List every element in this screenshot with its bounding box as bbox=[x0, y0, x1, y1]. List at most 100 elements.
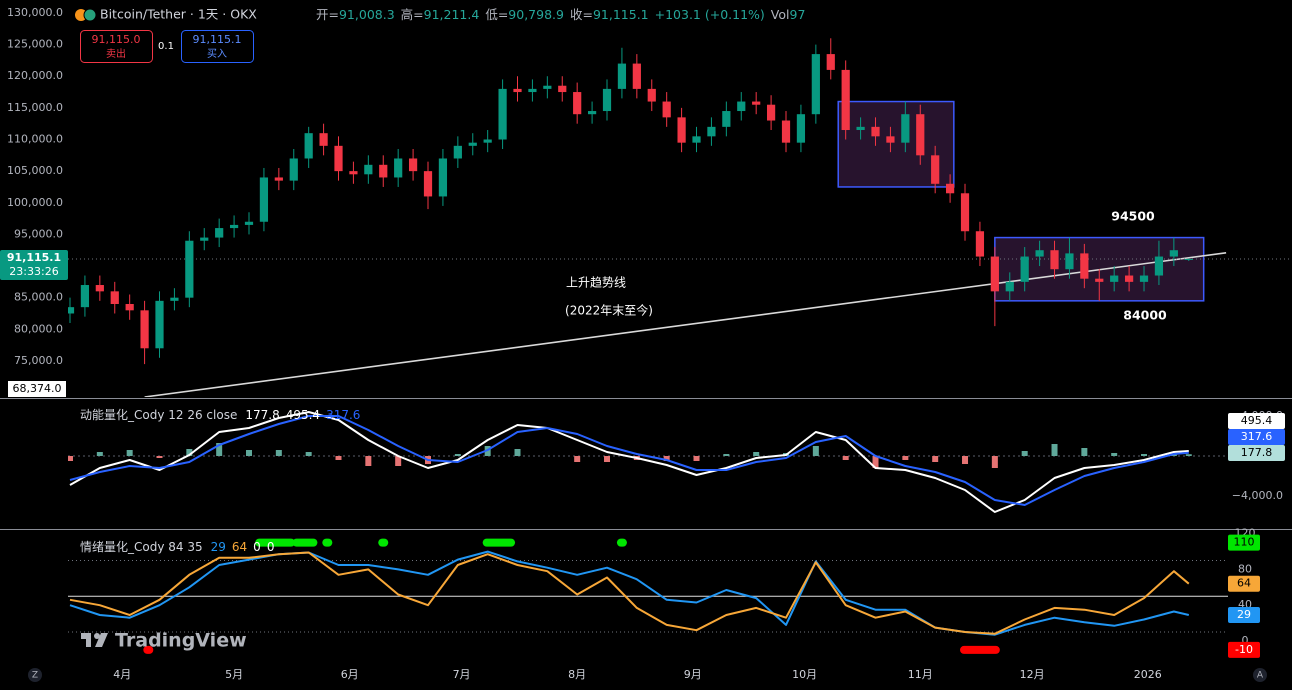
candle-body bbox=[95, 285, 104, 292]
candle-body bbox=[587, 111, 597, 115]
candle-body bbox=[990, 256, 999, 292]
sell-button[interactable]: 91,115.0 卖出 bbox=[80, 30, 153, 63]
histogram-bar bbox=[574, 456, 581, 462]
ohlc-key: 高= bbox=[401, 7, 424, 22]
candle-body bbox=[1050, 250, 1059, 270]
candle-body bbox=[140, 310, 149, 349]
signal-marker bbox=[960, 645, 1000, 654]
candle-body bbox=[80, 285, 90, 308]
auto-button-label[interactable]: A bbox=[1257, 671, 1264, 681]
legend-value: 495.4 bbox=[286, 408, 320, 422]
x-tick-label: 6月 bbox=[341, 668, 359, 681]
candle-body bbox=[886, 136, 895, 143]
sell-label[interactable]: 卖出 bbox=[106, 47, 126, 60]
buy-label[interactable]: 买入 bbox=[207, 48, 227, 60]
y-tick-label: 0 bbox=[1242, 634, 1249, 647]
y-tick-label: 125,000.0 bbox=[7, 38, 63, 51]
y-tick-label: 110,000.0 bbox=[7, 133, 63, 146]
histogram-bar bbox=[753, 452, 760, 456]
histogram-bar bbox=[246, 450, 253, 456]
candle-body bbox=[453, 145, 462, 159]
candle-body bbox=[811, 54, 820, 115]
last-price-tag bbox=[0, 249, 68, 280]
candle-body bbox=[215, 228, 224, 238]
buy-price[interactable]: 91,115.1 bbox=[193, 33, 242, 46]
legend-value: 0 bbox=[253, 540, 261, 554]
histogram-bar bbox=[1051, 444, 1058, 456]
histogram-bar bbox=[932, 456, 939, 462]
candle-body bbox=[617, 63, 627, 89]
y-tick-label: 85,000.0 bbox=[14, 291, 63, 304]
histogram-bar bbox=[454, 454, 461, 456]
y-tick-label: 80,000.0 bbox=[14, 322, 63, 335]
value-tag bbox=[1228, 445, 1285, 461]
scale-button-label[interactable]: Z bbox=[32, 671, 38, 681]
value-tag bbox=[1228, 607, 1260, 624]
candle-body bbox=[647, 88, 656, 102]
x-tick-label: 7月 bbox=[453, 668, 471, 681]
candle-body bbox=[916, 114, 925, 156]
x-tick-label: 11月 bbox=[908, 668, 933, 681]
sentiment-pane bbox=[68, 538, 1228, 654]
indicator-line bbox=[69, 415, 1189, 506]
candle-body bbox=[468, 142, 477, 146]
ohlc-value: 90,798.9 bbox=[508, 7, 564, 22]
ohlc-key: 开= bbox=[316, 7, 339, 22]
candle-body bbox=[722, 111, 731, 127]
y-tick-label: 130,000.0 bbox=[7, 6, 63, 19]
logo-part bbox=[94, 633, 100, 639]
candle-body bbox=[349, 171, 358, 175]
x-tick-label: 9月 bbox=[684, 668, 702, 681]
candle-body bbox=[975, 231, 985, 257]
momentum-legend: 动能量化_Cody 12 26 close 177.8 495.4 317.6 bbox=[80, 408, 360, 422]
histogram-bar bbox=[812, 446, 819, 456]
candle-body bbox=[274, 177, 283, 181]
candle-body bbox=[334, 145, 343, 172]
histogram-bar bbox=[842, 456, 849, 460]
x-tick-label: 5月 bbox=[225, 668, 243, 681]
candle-body bbox=[737, 101, 746, 112]
histogram-bar bbox=[365, 456, 372, 466]
sell-price[interactable]: 91,115.0 bbox=[92, 33, 141, 46]
scale-button[interactable] bbox=[28, 668, 42, 682]
candle-body bbox=[901, 114, 910, 143]
y-tick-label: 75,000.0 bbox=[14, 354, 63, 367]
candle-body bbox=[1035, 250, 1044, 257]
candle-body bbox=[662, 101, 671, 118]
buy-button[interactable]: 91,115.1 买入 bbox=[181, 30, 254, 63]
histogram-bar bbox=[275, 450, 282, 456]
value-tag-label: -10 bbox=[1235, 643, 1253, 656]
watermark-text: TradingView bbox=[115, 630, 247, 652]
x-tick-label: 2026 bbox=[1134, 668, 1162, 681]
value-tag-label: 29 bbox=[1237, 608, 1251, 621]
candle-body bbox=[945, 183, 955, 194]
histogram-bar bbox=[1111, 453, 1118, 456]
candle-body bbox=[304, 133, 313, 159]
candle-body bbox=[796, 114, 806, 143]
histogram-bar bbox=[1081, 448, 1088, 456]
sentiment-legend: 情绪量化_Cody 84 35 29 64 0 0 bbox=[80, 540, 274, 554]
histogram-bar bbox=[335, 456, 342, 460]
candle-body bbox=[1065, 253, 1074, 270]
annotation: (2022年末至今) bbox=[565, 303, 653, 318]
value-tag-label: 64 bbox=[1237, 577, 1251, 590]
y-tick-label: 80 bbox=[1238, 562, 1252, 575]
ohlc-value: 91,008.3 bbox=[339, 7, 395, 22]
candle-body bbox=[1154, 256, 1164, 276]
volume-value: 97 bbox=[790, 7, 806, 22]
buy-box[interactable] bbox=[181, 30, 254, 63]
ohlc-key: 低= bbox=[485, 7, 508, 22]
candle-body bbox=[498, 88, 507, 140]
value-tag-label: 495.4 bbox=[1241, 414, 1273, 427]
sell-box[interactable] bbox=[80, 30, 153, 63]
candle-body bbox=[394, 158, 403, 178]
candle-body bbox=[1080, 253, 1089, 279]
oscillator-line bbox=[69, 551, 1190, 635]
oscillator-line bbox=[69, 550, 1190, 636]
symbol-icon bbox=[75, 9, 87, 21]
histogram-bar bbox=[68, 456, 73, 461]
auto-button[interactable] bbox=[1253, 668, 1267, 682]
y-tick-label: 95,000.0 bbox=[14, 227, 63, 240]
candle-body bbox=[781, 120, 791, 143]
